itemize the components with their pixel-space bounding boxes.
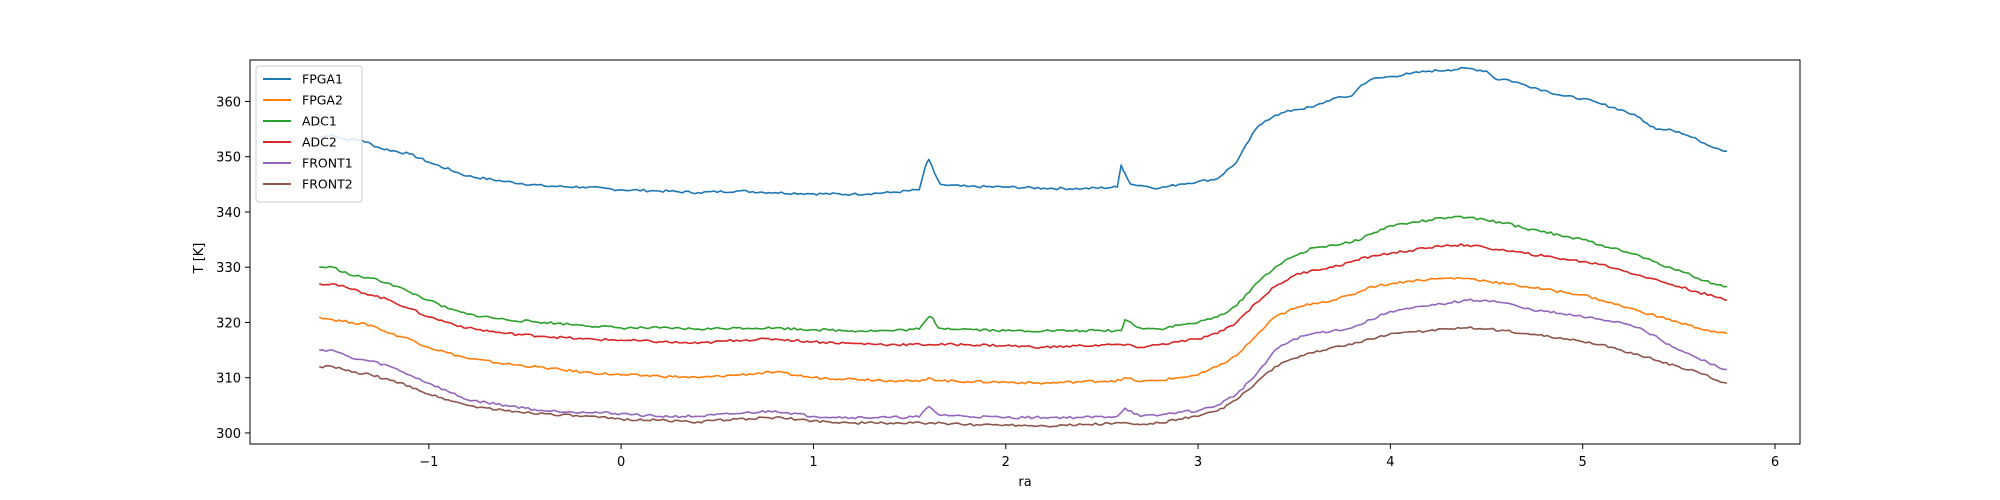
x-tick-label: 0 bbox=[617, 455, 625, 470]
y-tick-label: 320 bbox=[216, 316, 241, 331]
series-line-adc1 bbox=[319, 215, 1727, 333]
legend-label-adc2: ADC2 bbox=[302, 135, 337, 150]
x-tick-label: 3 bbox=[1194, 455, 1202, 470]
x-tick-label: 6 bbox=[1771, 455, 1779, 470]
y-axis-label: T [K] bbox=[192, 243, 207, 275]
y-tick-label: 330 bbox=[216, 261, 241, 276]
x-tick-label: 2 bbox=[1002, 455, 1010, 470]
y-axis: 300 310 320 330 340 350 360 bbox=[216, 95, 250, 442]
legend: FPGA1 FPGA2 ADC1 ADC2 FRONT1 FRONT2 bbox=[255, 65, 363, 203]
x-tick-label: 1 bbox=[809, 455, 817, 470]
legend-label-fpga1: FPGA1 bbox=[302, 72, 343, 87]
y-tick-label: 350 bbox=[216, 151, 241, 166]
x-axis: −1 0 1 2 3 4 5 6 bbox=[419, 444, 1779, 470]
series-line-front1 bbox=[319, 298, 1727, 420]
legend-label-fpga2: FPGA2 bbox=[302, 93, 343, 108]
y-tick-label: 300 bbox=[216, 427, 241, 442]
y-tick-label: 340 bbox=[216, 206, 241, 221]
x-tick-label: −1 bbox=[419, 455, 438, 470]
series-line-front2 bbox=[318, 326, 1728, 428]
series-line-fpga1 bbox=[319, 66, 1727, 197]
legend-label-front2: FRONT2 bbox=[302, 177, 353, 192]
y-tick-label: 310 bbox=[216, 372, 241, 387]
series-layer bbox=[318, 66, 1728, 428]
plot-frame bbox=[249, 59, 1801, 445]
x-axis-label: ra bbox=[1018, 475, 1031, 490]
series-line-adc2 bbox=[318, 243, 1728, 350]
x-tick-label: 5 bbox=[1579, 455, 1587, 470]
y-tick-label: 360 bbox=[216, 95, 241, 110]
legend-label-adc1: ADC1 bbox=[302, 114, 337, 129]
x-tick-label: 4 bbox=[1386, 455, 1394, 470]
series-line-fpga2 bbox=[318, 276, 1728, 385]
legend-label-front1: FRONT1 bbox=[302, 156, 353, 171]
